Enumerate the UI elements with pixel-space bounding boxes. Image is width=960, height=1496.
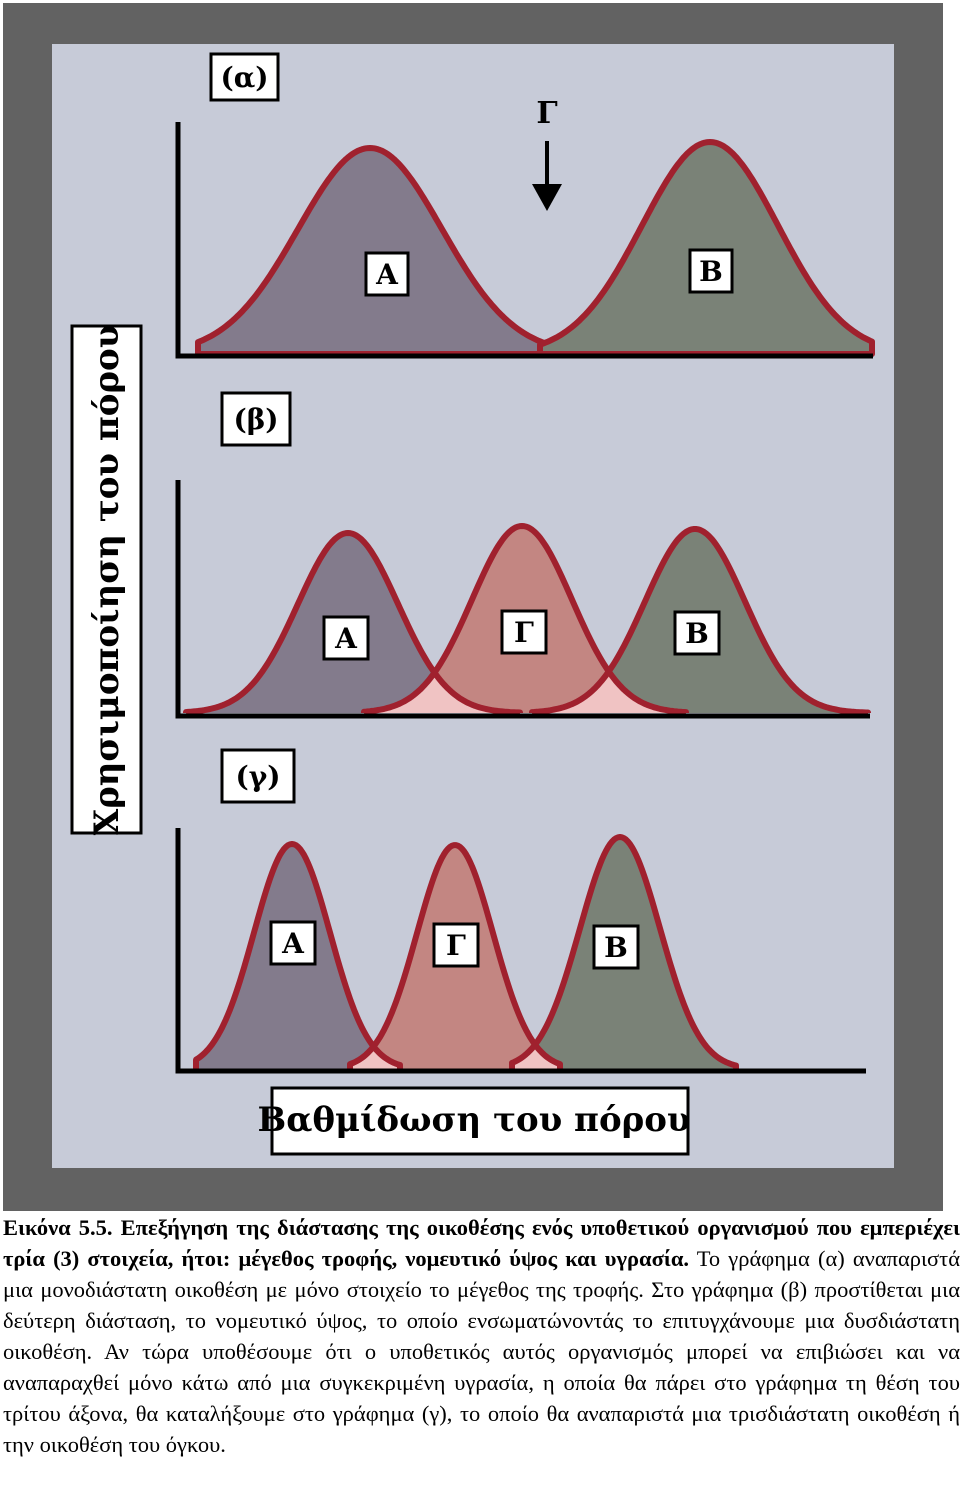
curve-gamma-B-label: Β (592, 924, 640, 970)
svg-text:Α: Α (375, 258, 399, 291)
panel-gamma-tag-text: (γ) (236, 760, 281, 793)
curve-beta-B-label: Β (673, 610, 721, 656)
x-axis-label-box: Βαθμίδωση του πόρου (257, 1086, 691, 1156)
curve-gamma-G-outline (347, 842, 563, 1069)
curve-beta-A-label: Α (322, 615, 370, 661)
panel-gamma-tag: (γ) (220, 748, 296, 804)
curve-alpha-B-label: Β (688, 248, 734, 294)
curve-beta-A-outline (183, 530, 523, 716)
curve-alpha-A-label: Α (364, 251, 410, 297)
panel-beta-tag: (β) (220, 391, 292, 447)
curve-gamma-A-label: Α (269, 920, 317, 966)
svg-text:Β: Β (604, 931, 628, 964)
panel-gamma: (γ) Α Γ Β (175, 748, 866, 1074)
panel-beta-tag-text: (β) (233, 403, 278, 436)
svg-text:Α: Α (281, 927, 305, 960)
curve-alpha-B (537, 139, 875, 357)
svg-text:Β: Β (685, 617, 709, 650)
x-axis-label: Βαθμίδωση του πόρου (257, 1100, 690, 1140)
curve-gamma-A-outline (193, 841, 403, 1069)
svg-text:Β: Β (699, 255, 723, 288)
caption-text: Το γράφημα (α) αναπαριστά μια μονοδιάστα… (3, 1246, 960, 1457)
panel-alpha: (α) Α Β Γ (175, 52, 875, 359)
arrow-label: Γ (536, 96, 557, 131)
panel-alpha-tag-text: (α) (220, 61, 268, 94)
panel-alpha-tag: (α) (209, 52, 280, 102)
niche-diagram: Χρησιμοποίηση του πόρου (α) Α Β Γ (β) (70, 52, 875, 1156)
svg-text:Α: Α (334, 622, 358, 655)
panel-beta: (β) Α Γ Β (175, 391, 871, 719)
axes-gamma (175, 828, 866, 1074)
curve-alpha-A (195, 145, 551, 357)
svg-text:Γ: Γ (514, 616, 534, 649)
resource-arrow: Γ (532, 96, 562, 211)
y-axis-label: Χρησιμοποίηση του πόρου (87, 325, 127, 836)
curve-beta-G-label: Γ (500, 609, 548, 655)
svg-text:Γ: Γ (446, 929, 466, 962)
caption-bold: Εικόνα 5.5. Επεξήγηση της διάστασης της … (3, 1215, 960, 1271)
curve-gamma-B-outline (509, 834, 739, 1069)
curve-gamma-G-label: Γ (432, 922, 480, 968)
y-axis-label-box: Χρησιμοποίηση του πόρου (70, 324, 143, 836)
figure-caption: Εικόνα 5.5. Επεξήγηση της διάστασης της … (3, 1212, 960, 1460)
curve-beta-B-outline (529, 526, 871, 716)
axes-alpha (175, 122, 873, 359)
curve-beta-G-outline (361, 523, 689, 716)
axes-beta (175, 480, 870, 719)
